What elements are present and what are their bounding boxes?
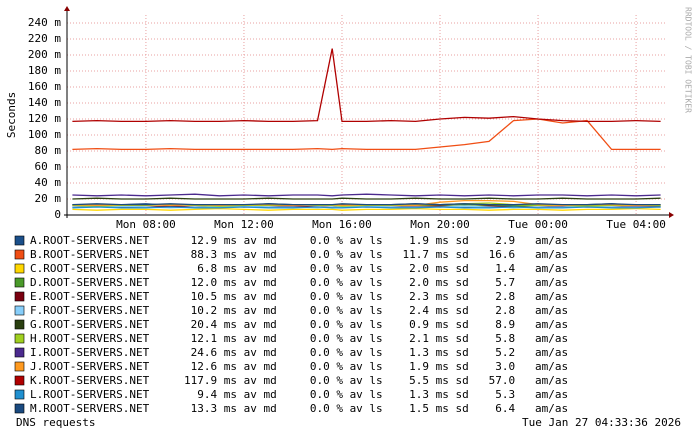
legend-stats: 88.3 ms av md 0.0 % av ls 11.7 ms sd 16.… — [184, 248, 568, 261]
series-line — [72, 199, 661, 207]
plot-area — [67, 15, 665, 215]
y-tick-label: 240 m — [28, 16, 61, 29]
legend-name: L.ROOT-SERVERS.NET — [30, 388, 150, 401]
legend-swatch — [14, 249, 25, 260]
legend-swatch — [14, 305, 25, 316]
legend-name: A.ROOT-SERVERS.NET — [30, 234, 150, 247]
legend-swatch — [14, 319, 25, 330]
legend-stats: 12.0 ms av md 0.0 % av ls 2.0 ms sd 5.7 … — [184, 276, 568, 289]
legend-name: B.ROOT-SERVERS.NET — [30, 248, 150, 261]
footer-left: DNS requests — [16, 416, 95, 429]
legend-stats: 24.6 ms av md 0.0 % av ls 1.3 ms sd 5.2 … — [184, 346, 568, 359]
y-tick-label: 40 m — [35, 176, 62, 189]
legend-name: F.ROOT-SERVERS.NET — [30, 304, 150, 317]
legend-name: G.ROOT-SERVERS.NET — [30, 318, 150, 331]
axis-arrow — [64, 6, 70, 11]
legend-stats: 12.6 ms av md 0.0 % av ls 1.9 ms sd 3.0 … — [184, 360, 568, 373]
x-tick-label: Tue 04:00 — [606, 218, 666, 231]
series-line — [72, 203, 661, 206]
y-tick-label: 80 m — [35, 144, 62, 157]
y-tick-label: 20 m — [35, 192, 62, 205]
legend-stats: 10.5 ms av md 0.0 % av ls 2.3 ms sd 2.8 … — [184, 290, 568, 303]
legend-stats: 12.1 ms av md 0.0 % av ls 2.1 ms sd 5.8 … — [184, 332, 568, 345]
legend-stats: 117.9 ms av md 0.0 % av ls 5.5 ms sd 57.… — [184, 374, 568, 387]
axis-arrow — [669, 212, 674, 218]
y-tick-label: 160 m — [28, 80, 61, 93]
y-tick-label: 0 — [54, 208, 61, 221]
y-axis-label: Seconds — [5, 92, 18, 138]
legend-swatch — [14, 235, 25, 246]
legend-swatch — [14, 361, 25, 372]
y-tick-label: 220 m — [28, 32, 61, 45]
legend-swatch — [14, 375, 25, 386]
legend-name: M.ROOT-SERVERS.NET — [30, 402, 150, 415]
legend-name: E.ROOT-SERVERS.NET — [30, 290, 150, 303]
series-line — [72, 206, 661, 209]
series-line — [72, 48, 661, 123]
legend-swatch — [14, 389, 25, 400]
series-line — [72, 193, 661, 197]
legend-swatch — [14, 277, 25, 288]
y-tick-label: 140 m — [28, 96, 61, 109]
legend-name: K.ROOT-SERVERS.NET — [30, 374, 150, 387]
legend-stats: 6.8 ms av md 0.0 % av ls 2.0 ms sd 1.4 a… — [184, 262, 568, 275]
legend-stats: 13.3 ms av md 0.0 % av ls 1.5 ms sd 6.4 … — [184, 402, 568, 415]
legend-swatch — [14, 263, 25, 274]
legend-name: D.ROOT-SERVERS.NET — [30, 276, 150, 289]
legend-stats: 12.9 ms av md 0.0 % av ls 1.9 ms sd 2.9 … — [184, 234, 568, 247]
y-tick-label: 200 m — [28, 48, 61, 61]
x-tick-label: Mon 12:00 — [214, 218, 274, 231]
legend-swatch — [14, 291, 25, 302]
legend-stats: 9.4 ms av md 0.0 % av ls 1.3 ms sd 5.3 a… — [184, 388, 568, 401]
legend-name: H.ROOT-SERVERS.NET — [30, 332, 150, 345]
y-tick-label: 120 m — [28, 112, 61, 125]
y-tick-label: 60 m — [35, 160, 62, 173]
series-line — [72, 197, 661, 200]
series-line — [72, 118, 661, 151]
legend-name: I.ROOT-SERVERS.NET — [30, 346, 150, 359]
series-line — [72, 207, 661, 211]
legend-stats: 20.4 ms av md 0.0 % av ls 0.9 ms sd 8.9 … — [184, 318, 568, 331]
watermark: RRDTOOL / TOBI OETIKER — [684, 7, 693, 113]
legend-stats: 10.2 ms av md 0.0 % av ls 2.4 ms sd 2.8 … — [184, 304, 568, 317]
x-tick-label: Mon 16:00 — [312, 218, 372, 231]
y-tick-label: 100 m — [28, 128, 61, 141]
legend-swatch — [14, 333, 25, 344]
x-tick-label: Mon 08:00 — [116, 218, 176, 231]
legend-name: C.ROOT-SERVERS.NET — [30, 262, 150, 275]
y-tick-label: 180 m — [28, 64, 61, 77]
x-tick-label: Tue 00:00 — [508, 218, 568, 231]
x-tick-label: Mon 20:00 — [410, 218, 470, 231]
legend-name: J.ROOT-SERVERS.NET — [30, 360, 150, 373]
legend-swatch — [14, 347, 25, 358]
legend-swatch — [14, 403, 25, 414]
footer-right: Tue Jan 27 04:33:36 2026 — [522, 416, 681, 429]
